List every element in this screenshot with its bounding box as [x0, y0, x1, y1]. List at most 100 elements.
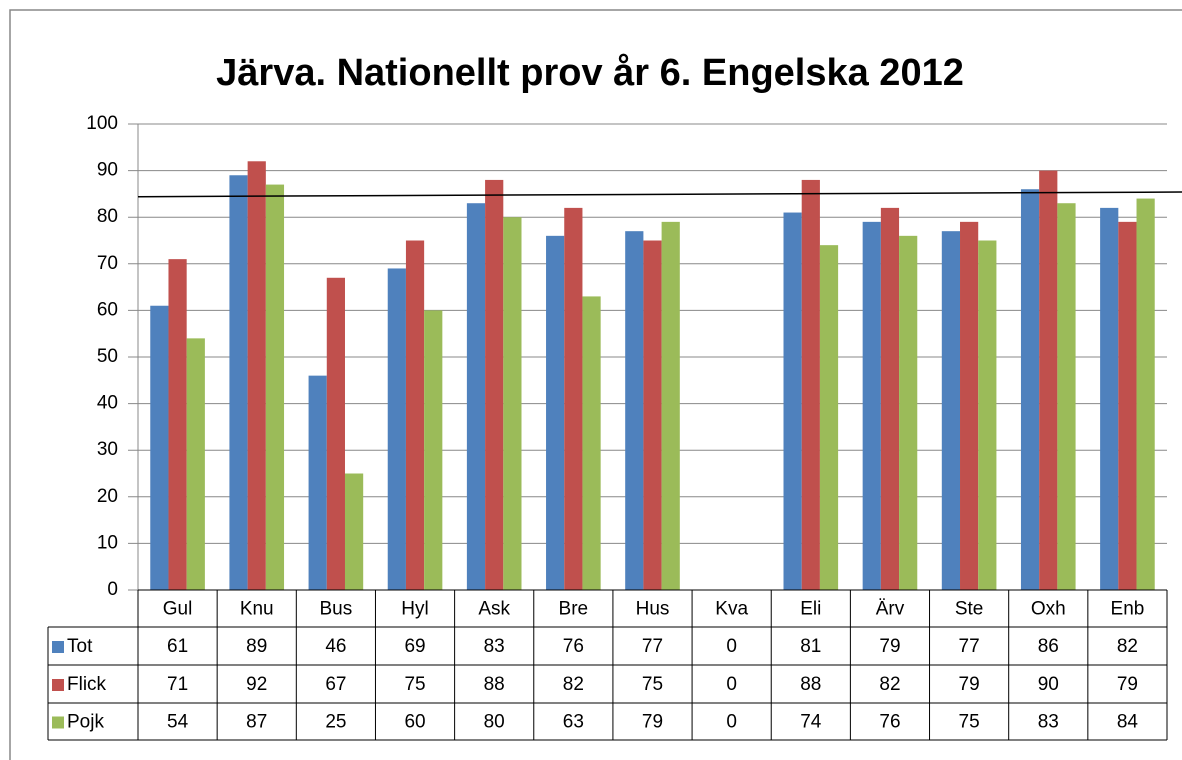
bar [1020, 189, 1040, 591]
table-value: 88 [484, 674, 505, 695]
x-tick-label: Hus [636, 599, 670, 620]
bar [168, 259, 187, 590]
y-tick-label: 80 [97, 206, 118, 227]
legend-swatch [52, 641, 64, 653]
table-value: 79 [1117, 674, 1138, 695]
x-tick-label: Ste [955, 599, 984, 620]
legend-label: Pojk [67, 712, 104, 733]
table-value: 83 [484, 636, 505, 657]
table-value: 77 [642, 636, 663, 657]
table-value: 25 [325, 712, 346, 733]
bar [387, 268, 406, 590]
table-value: 61 [167, 636, 188, 657]
x-tick-label: Gul [163, 599, 193, 620]
bar [503, 217, 522, 590]
bar [1039, 170, 1058, 590]
table-value: 74 [800, 712, 822, 733]
legend-swatch [52, 679, 64, 691]
table-value: 76 [879, 712, 900, 733]
bar [801, 179, 820, 591]
x-tick-label: Eli [800, 599, 821, 620]
table-value: 86 [1038, 636, 1059, 657]
bar [466, 203, 486, 590]
bar [941, 231, 961, 590]
bar [1100, 207, 1119, 590]
x-tick-label: Bus [320, 599, 353, 620]
bar [424, 310, 443, 590]
bar [783, 212, 802, 591]
table-value: 0 [726, 674, 737, 695]
table-value: 82 [1117, 636, 1138, 657]
table-value: 80 [484, 712, 505, 733]
chart-frame [9, 9, 1182, 760]
x-tick-label: Oxh [1031, 599, 1066, 620]
bar [150, 305, 169, 590]
bar [326, 277, 345, 590]
y-tick-label: 50 [97, 346, 118, 367]
legend-label: Tot [67, 636, 93, 657]
table-value: 0 [726, 636, 737, 657]
bar [186, 338, 205, 590]
bar [247, 161, 266, 590]
table-value: 92 [246, 674, 267, 695]
y-tick-label: 40 [97, 393, 118, 414]
bar [405, 240, 425, 590]
table-value: 76 [563, 636, 584, 657]
y-tick-label: 60 [97, 299, 118, 320]
bar [1057, 203, 1076, 590]
y-tick-label: 30 [97, 439, 118, 460]
bar [265, 184, 285, 590]
x-tick-label: Ärv [876, 599, 905, 620]
y-tick-label: 90 [97, 160, 118, 181]
table-value: 0 [726, 712, 737, 733]
x-tick-label: Bre [559, 599, 589, 620]
table-value: 75 [959, 712, 980, 733]
reference-line [137, 191, 1182, 198]
bar [1136, 198, 1155, 590]
table-value: 46 [325, 636, 346, 657]
bar [564, 207, 583, 590]
table-value: 54 [167, 712, 189, 733]
table-value: 84 [1117, 712, 1139, 733]
table-value: 69 [404, 636, 425, 657]
y-tick-label: 20 [97, 486, 118, 507]
bar [582, 296, 601, 590]
bar [229, 175, 248, 590]
bar [819, 245, 839, 590]
table-value: 90 [1038, 674, 1059, 695]
bar [308, 375, 327, 590]
bar [1118, 221, 1137, 591]
bar [978, 240, 997, 590]
bar [960, 221, 979, 591]
y-tick-label: 100 [86, 113, 118, 134]
x-tick-label: Hyl [401, 599, 428, 620]
table-value: 77 [959, 636, 980, 657]
y-tick-label: 10 [97, 532, 118, 553]
legend-swatch [52, 716, 64, 729]
table-value: 60 [404, 712, 425, 733]
table-value: 79 [879, 636, 900, 657]
table-value: 82 [563, 674, 584, 695]
bar [862, 221, 881, 591]
x-tick-label: Enb [1111, 599, 1145, 620]
bar [546, 235, 565, 590]
bar [643, 240, 662, 590]
x-tick-label: Ask [478, 599, 510, 620]
table-value: 88 [800, 674, 821, 695]
y-tick-label: 0 [107, 579, 118, 600]
x-tick-label: Knu [240, 599, 274, 620]
table-value: 63 [563, 712, 584, 733]
bar [899, 235, 918, 590]
bar [485, 179, 504, 591]
bar [344, 473, 364, 590]
bar [880, 207, 900, 590]
table-value: 79 [642, 712, 663, 733]
x-tick-label: Kva [715, 599, 748, 620]
table-value: 79 [959, 674, 980, 695]
legend-label: Flick [67, 674, 107, 695]
table-value: 75 [404, 674, 425, 695]
table-value: 67 [325, 674, 346, 695]
table-value: 81 [800, 636, 821, 657]
bar [661, 221, 680, 591]
y-tick-label: 70 [97, 253, 118, 274]
